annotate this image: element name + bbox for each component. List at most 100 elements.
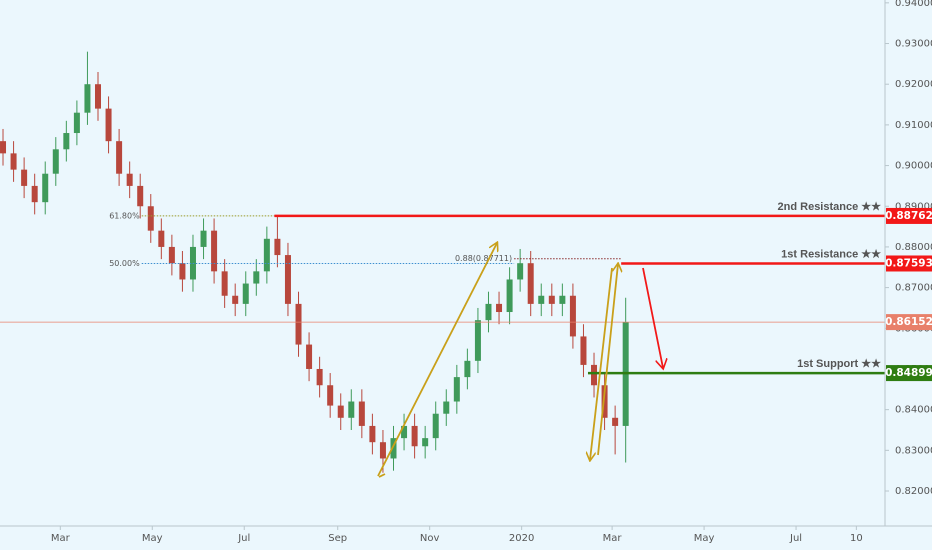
x-tick-label: Mar: [51, 533, 71, 544]
x-tick-label: May: [694, 533, 715, 544]
price-box: [886, 365, 932, 382]
candle-body: [464, 360, 471, 378]
candle-body: [548, 295, 555, 304]
fib-label: 50.00%: [109, 259, 140, 268]
candle-body: [496, 303, 503, 313]
candle-body: [126, 173, 133, 186]
x-tick-label: Jul: [789, 533, 802, 544]
candle-body: [559, 295, 566, 304]
candle-body: [474, 320, 481, 361]
axis-labels: 0.820000.830000.840000.850000.860000.870…: [51, 0, 932, 544]
candle-body: [232, 295, 239, 304]
candle-body: [411, 425, 418, 447]
price-label: 0.86152: [885, 316, 932, 328]
candle-body: [401, 425, 408, 439]
candles: [0, 51, 629, 473]
candle-body: [306, 344, 313, 369]
candle-body: [52, 149, 59, 174]
fib-label: 0.88(0.87711): [455, 254, 512, 263]
candle-body: [284, 255, 291, 304]
arrow: [378, 473, 386, 478]
x-tick-label: Nov: [420, 533, 440, 544]
candle-body: [200, 230, 207, 247]
candle-body: [253, 271, 260, 284]
price-box: [886, 207, 932, 224]
price-label: 0.84899: [885, 367, 932, 379]
candle-body: [517, 263, 524, 280]
candle-body: [0, 141, 7, 154]
arrow: [377, 243, 497, 477]
candle-body: [73, 112, 80, 134]
candle-body: [432, 413, 439, 439]
candle-body: [84, 84, 91, 113]
candle-body: [612, 417, 619, 426]
annotations: 61.80% 50.00% 0.88(0.87711) 2nd Resistance …: [0, 201, 885, 375]
candle-body: [538, 295, 545, 304]
candle-body: [569, 295, 576, 337]
candle-body: [527, 263, 534, 304]
x-tick-label: 2020: [509, 533, 534, 544]
candle-body: [242, 283, 249, 304]
candle-body: [337, 405, 344, 418]
x-tick-label: Mar: [603, 533, 623, 544]
candle-body: [327, 385, 334, 406]
candle-body: [295, 303, 302, 345]
candle-body: [453, 377, 460, 402]
candle-body: [485, 303, 492, 321]
candle-body: [369, 425, 376, 443]
candle-body: [10, 153, 17, 170]
candle-body: [31, 185, 38, 203]
candle-body: [580, 336, 587, 365]
level-label: 1st Support ★★: [797, 358, 881, 370]
arrow: [642, 267, 663, 368]
candle-body: [168, 246, 175, 264]
candle-body: [358, 401, 365, 426]
arrow: [590, 267, 613, 460]
price-label: 0.87593: [885, 257, 932, 269]
candle-body: [94, 84, 101, 109]
x-tick-label: Sep: [328, 533, 347, 544]
level-label: 2nd Resistance ★★: [778, 201, 882, 213]
fib-label: 61.80%: [109, 211, 140, 220]
x-tick-label: 10: [850, 533, 863, 544]
candle-body: [348, 401, 355, 418]
candle-body: [158, 230, 165, 247]
price-box: [886, 255, 932, 272]
candle-body: [105, 108, 112, 142]
price-label: 0.88762: [885, 210, 932, 222]
candle-body: [179, 263, 186, 280]
price-box: [886, 314, 932, 331]
candle-body: [506, 279, 513, 313]
candle-body: [221, 271, 228, 296]
candle-body: [211, 230, 218, 272]
candle-body: [443, 401, 450, 414]
x-tick-label: May: [142, 533, 163, 544]
level-label: 1st Resistance ★★: [781, 248, 881, 260]
candle-body: [390, 438, 397, 459]
candle-body: [116, 141, 123, 174]
candle-body: [422, 438, 429, 447]
candle-body: [63, 133, 70, 150]
candle-body: [42, 173, 49, 203]
candle-body: [591, 364, 598, 386]
arrow: [597, 264, 618, 456]
candle-body: [601, 385, 608, 418]
candle-body: [316, 368, 323, 386]
candle-body: [263, 238, 270, 272]
candle-body: [379, 442, 386, 459]
x-tick-label: Jul: [237, 533, 250, 544]
y-tick-label: 0.94000: [895, 0, 932, 9]
candle-body: [274, 238, 281, 256]
